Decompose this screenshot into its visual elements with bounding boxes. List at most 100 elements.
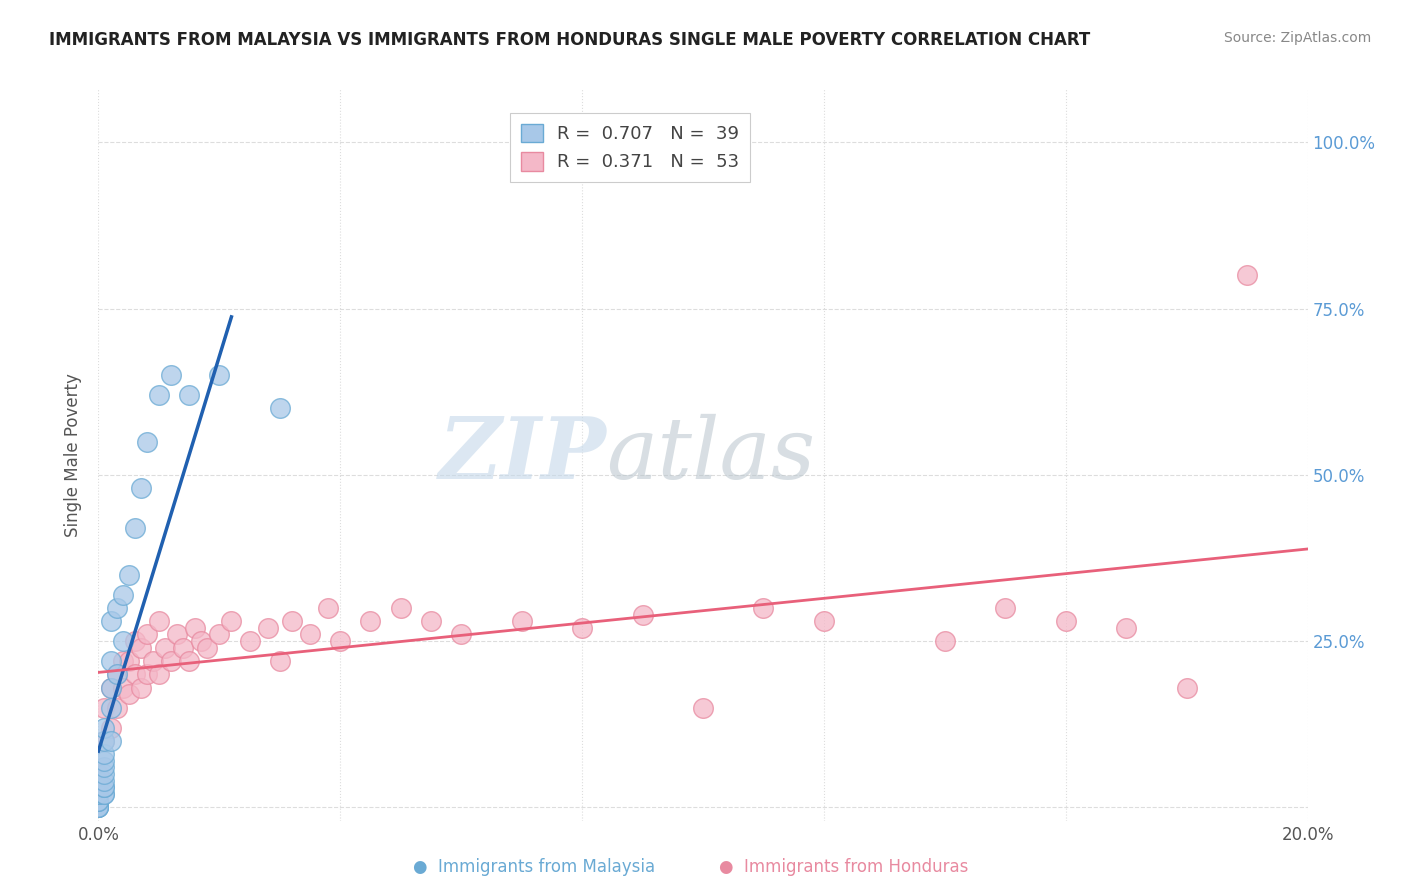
- Point: [179, 654, 201, 668]
- Point: [994, 600, 1017, 615]
- Point: [93, 734, 115, 748]
- Point: [1236, 268, 1258, 283]
- Point: [105, 600, 128, 615]
- Point: [105, 667, 128, 681]
- Point: [87, 800, 110, 814]
- Point: [148, 667, 170, 681]
- Point: [269, 654, 291, 668]
- Point: [87, 800, 110, 814]
- Point: [118, 687, 141, 701]
- Point: [692, 700, 714, 714]
- Point: [184, 621, 207, 635]
- Point: [166, 627, 188, 641]
- Point: [389, 600, 412, 615]
- Point: [93, 787, 115, 801]
- Point: [281, 614, 304, 628]
- Point: [93, 754, 115, 768]
- Point: [239, 634, 262, 648]
- Point: [93, 760, 115, 774]
- Point: [129, 640, 152, 655]
- Point: [124, 667, 146, 681]
- Point: [316, 600, 339, 615]
- Point: [329, 634, 352, 648]
- Point: [360, 614, 382, 628]
- Point: [87, 800, 110, 814]
- Point: [87, 794, 110, 808]
- Point: [510, 614, 533, 628]
- Point: [208, 627, 231, 641]
- Point: [93, 773, 115, 788]
- Point: [190, 634, 212, 648]
- Point: [111, 654, 134, 668]
- Point: [87, 780, 110, 795]
- Text: IMMIGRANTS FROM MALAYSIA VS IMMIGRANTS FROM HONDURAS SINGLE MALE POVERTY CORRELA: IMMIGRANTS FROM MALAYSIA VS IMMIGRANTS F…: [49, 31, 1091, 49]
- Point: [93, 780, 115, 795]
- Point: [87, 794, 110, 808]
- Text: ●  Immigrants from Malaysia: ● Immigrants from Malaysia: [413, 858, 655, 876]
- Point: [221, 614, 243, 628]
- Point: [93, 787, 115, 801]
- Point: [100, 681, 122, 695]
- Point: [153, 640, 176, 655]
- Point: [631, 607, 654, 622]
- Point: [93, 734, 115, 748]
- Point: [100, 734, 122, 748]
- Point: [135, 434, 157, 449]
- Point: [111, 634, 134, 648]
- Point: [571, 621, 593, 635]
- Point: [160, 368, 183, 383]
- Text: atlas: atlas: [606, 414, 815, 496]
- Point: [160, 654, 183, 668]
- Point: [100, 654, 122, 668]
- Point: [111, 681, 134, 695]
- Point: [93, 747, 115, 761]
- Point: [93, 721, 115, 735]
- Point: [93, 700, 115, 714]
- Point: [813, 614, 835, 628]
- Point: [129, 481, 152, 495]
- Point: [100, 614, 122, 628]
- Point: [118, 654, 141, 668]
- Point: [87, 787, 110, 801]
- Y-axis label: Single Male Poverty: Single Male Poverty: [65, 373, 83, 537]
- Point: [1054, 614, 1077, 628]
- Point: [148, 388, 170, 402]
- Point: [1175, 681, 1198, 695]
- Point: [100, 700, 122, 714]
- Point: [142, 654, 165, 668]
- Point: [256, 621, 278, 635]
- Point: [105, 667, 128, 681]
- Text: ●  Immigrants from Honduras: ● Immigrants from Honduras: [718, 858, 969, 876]
- Point: [195, 640, 218, 655]
- Point: [100, 681, 122, 695]
- Point: [87, 773, 110, 788]
- Point: [299, 627, 322, 641]
- Point: [87, 800, 110, 814]
- Point: [135, 627, 157, 641]
- Point: [111, 588, 134, 602]
- Point: [93, 780, 115, 795]
- Point: [450, 627, 472, 641]
- Text: Source: ZipAtlas.com: Source: ZipAtlas.com: [1223, 31, 1371, 45]
- Point: [752, 600, 775, 615]
- Point: [105, 700, 128, 714]
- Point: [100, 721, 122, 735]
- Point: [1115, 621, 1137, 635]
- Point: [172, 640, 194, 655]
- Point: [124, 634, 146, 648]
- Legend: R =  0.707   N =  39, R =  0.371   N =  53: R = 0.707 N = 39, R = 0.371 N = 53: [510, 113, 751, 182]
- Point: [179, 388, 201, 402]
- Point: [420, 614, 443, 628]
- Point: [135, 667, 157, 681]
- Point: [208, 368, 231, 383]
- Text: ZIP: ZIP: [439, 413, 606, 497]
- Point: [269, 401, 291, 416]
- Point: [129, 681, 152, 695]
- Point: [148, 614, 170, 628]
- Point: [87, 767, 110, 781]
- Point: [93, 767, 115, 781]
- Point: [118, 567, 141, 582]
- Point: [124, 521, 146, 535]
- Point: [87, 787, 110, 801]
- Point: [934, 634, 956, 648]
